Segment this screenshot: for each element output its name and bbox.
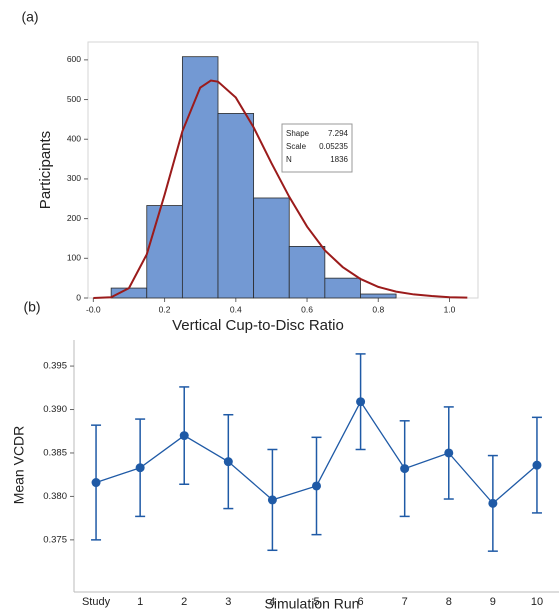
mean-point [223, 457, 233, 467]
histogram-bar [360, 293, 397, 299]
y-tick-label: 0.375 [43, 534, 67, 545]
histogram-bar [217, 113, 255, 299]
mean-point [400, 464, 410, 474]
mean-point [488, 498, 498, 508]
y-tick-label: 400 [67, 133, 81, 143]
y-tick-label: 600 [67, 54, 81, 64]
x-tick-label: 1 [137, 596, 143, 608]
y-tick-label: 0.385 [43, 447, 67, 458]
mean-point [267, 495, 277, 505]
x-tick-label: 0.4 [230, 304, 242, 314]
stats-box [281, 123, 353, 173]
y-tick-label: 500 [67, 94, 81, 104]
histogram-bar [110, 287, 148, 299]
mean-point [312, 481, 321, 491]
x-tick-label: 6 [358, 596, 364, 608]
mean-point [444, 448, 454, 458]
stats-value: 0.05235 [319, 142, 348, 151]
histogram-bar [181, 56, 219, 299]
x-tick-label: Study [82, 596, 111, 608]
x-axis-label: Vertical Cup-to-Disc Ratio [172, 317, 344, 334]
x-tick-label: -0.0 [86, 304, 101, 314]
y-tick-label: 0.390 [43, 404, 67, 415]
histogram-bar [146, 205, 183, 299]
panel-label: (b) [23, 299, 40, 315]
y-tick-label: 0.380 [43, 491, 67, 502]
x-axis-label: Simulation Run [265, 596, 360, 612]
mean-point [356, 397, 366, 407]
mean-point [135, 463, 145, 473]
x-tick-label: 0.6 [301, 304, 313, 314]
y-tick-label: 0.395 [43, 361, 67, 372]
y-axis-label: Participants [37, 131, 54, 209]
stats-value: 7.294 [328, 129, 349, 138]
y-tick-label: 0 [76, 292, 81, 302]
x-tick-label: 9 [490, 596, 496, 608]
histogram-bar [288, 246, 326, 299]
x-tick-label: 8 [446, 596, 452, 608]
x-tick-label: 1.0 [444, 304, 456, 314]
mean-point [179, 431, 189, 441]
y-tick-label: 200 [67, 213, 81, 223]
x-tick-label: 2 [181, 596, 187, 608]
x-tick-label: 0.2 [159, 304, 171, 314]
stats-name: Shape [286, 129, 310, 138]
x-tick-label: 4 [269, 596, 275, 608]
y-tick-label: 300 [67, 173, 81, 183]
x-tick-label: 0.8 [372, 304, 384, 314]
stats-value: 1836 [330, 155, 348, 164]
x-tick-label: 7 [402, 596, 408, 608]
panel-label: (a) [21, 9, 38, 25]
fit-curve [93, 79, 468, 299]
y-tick-label: 100 [67, 253, 81, 263]
y-axis-label: Mean VCDR [11, 426, 27, 505]
histogram-bar [324, 277, 361, 299]
stats-name: Scale [286, 142, 307, 151]
histogram-bar [253, 197, 290, 299]
x-tick-label: 10 [531, 596, 543, 608]
stats-name: N [286, 155, 292, 164]
x-tick-label: 3 [225, 596, 231, 608]
mean-point [532, 460, 542, 470]
mean-point [91, 478, 101, 488]
x-tick-label: 5 [313, 596, 319, 608]
